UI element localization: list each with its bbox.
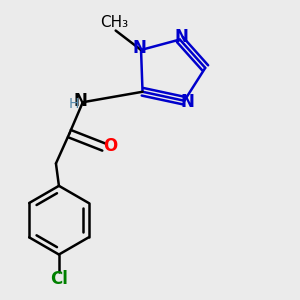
- Text: H: H: [69, 97, 79, 111]
- Text: CH₃: CH₃: [100, 15, 128, 30]
- Text: Cl: Cl: [50, 270, 68, 288]
- Text: N: N: [181, 93, 195, 111]
- Text: N: N: [133, 40, 146, 58]
- Text: N: N: [174, 28, 188, 46]
- Text: O: O: [103, 137, 117, 155]
- Text: N: N: [74, 92, 87, 110]
